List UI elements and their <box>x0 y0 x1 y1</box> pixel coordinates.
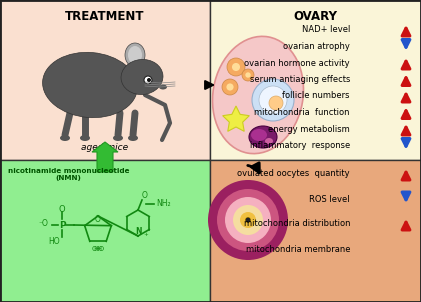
Ellipse shape <box>60 135 70 141</box>
Text: energy metabolism: energy metabolism <box>268 124 350 133</box>
Ellipse shape <box>213 36 304 154</box>
Bar <box>0 160 210 302</box>
Ellipse shape <box>80 135 90 141</box>
Text: OH: OH <box>92 246 103 252</box>
Text: mitochondria  function: mitochondria function <box>255 108 350 117</box>
Text: N: N <box>135 227 141 236</box>
Ellipse shape <box>125 43 145 67</box>
Ellipse shape <box>43 52 137 118</box>
Ellipse shape <box>259 86 287 114</box>
Circle shape <box>147 78 151 82</box>
Text: ⁻O: ⁻O <box>38 219 48 227</box>
Ellipse shape <box>159 85 167 89</box>
Text: O: O <box>142 191 148 201</box>
Bar <box>0 0 210 160</box>
Text: NH₂: NH₂ <box>156 200 171 208</box>
Circle shape <box>144 76 152 84</box>
Circle shape <box>245 217 250 223</box>
Text: ovarian atrophy: ovarian atrophy <box>283 42 350 51</box>
Circle shape <box>232 63 240 71</box>
Ellipse shape <box>121 59 163 95</box>
Text: aged mice: aged mice <box>81 143 128 153</box>
Text: O: O <box>59 205 65 214</box>
Ellipse shape <box>128 135 138 141</box>
Circle shape <box>222 79 238 95</box>
Bar <box>210 0 421 160</box>
Text: mitochondria distribution: mitochondria distribution <box>243 220 350 229</box>
Polygon shape <box>223 106 249 131</box>
Text: O: O <box>95 214 101 223</box>
Text: HO: HO <box>93 246 104 252</box>
FancyArrow shape <box>92 142 118 172</box>
Text: ovarian hormone activity: ovarian hormone activity <box>244 59 350 68</box>
Circle shape <box>208 180 288 260</box>
Circle shape <box>245 217 251 223</box>
Text: mitochondria membrane: mitochondria membrane <box>245 245 350 253</box>
Ellipse shape <box>113 135 123 141</box>
Text: NAD+ level: NAD+ level <box>301 25 350 34</box>
Circle shape <box>240 212 256 228</box>
Circle shape <box>269 96 283 110</box>
Circle shape <box>225 197 271 243</box>
Circle shape <box>242 69 254 81</box>
Text: HO: HO <box>48 236 60 246</box>
Text: TREATMENT: TREATMENT <box>65 10 145 23</box>
Bar <box>210 160 421 302</box>
Circle shape <box>245 72 250 78</box>
Ellipse shape <box>249 126 277 148</box>
Text: OVARY: OVARY <box>293 10 338 23</box>
Circle shape <box>217 189 279 251</box>
Text: inflammatory  response: inflammatory response <box>250 141 350 150</box>
Circle shape <box>226 83 234 91</box>
Text: P: P <box>59 220 65 230</box>
Ellipse shape <box>252 79 294 121</box>
Circle shape <box>233 205 263 235</box>
Text: ROS level: ROS level <box>309 194 350 204</box>
Circle shape <box>227 58 245 76</box>
Ellipse shape <box>251 129 267 141</box>
Ellipse shape <box>265 138 273 144</box>
Text: serum antiaging effects: serum antiaging effects <box>250 75 350 84</box>
Text: follicle numbers: follicle numbers <box>282 92 350 101</box>
Text: nicotinamide mononucleotide
(NMN): nicotinamide mononucleotide (NMN) <box>8 168 130 181</box>
Text: +: + <box>143 232 148 236</box>
Ellipse shape <box>128 46 142 64</box>
Text: ovulated oocytes  quantity: ovulated oocytes quantity <box>237 169 350 178</box>
